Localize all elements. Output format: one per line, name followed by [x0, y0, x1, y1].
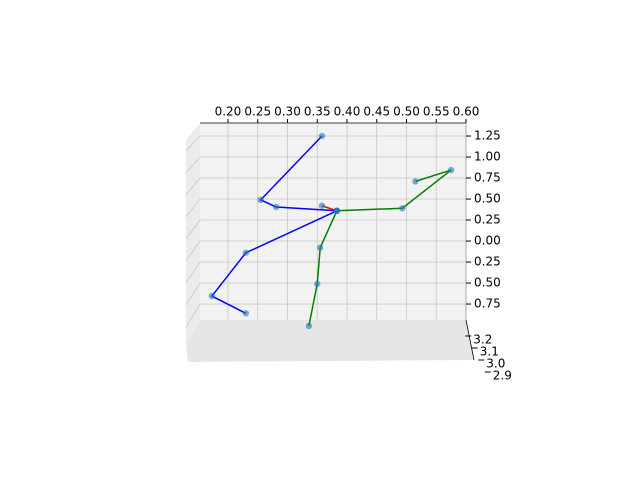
y-tick-label: 0.50 [474, 192, 501, 206]
grid-line [185, 219, 201, 240]
joint-marker [208, 292, 216, 300]
grid-line [185, 177, 201, 196]
z-axis-line [465, 319, 475, 361]
y-tick-label: 1.00 [474, 150, 501, 164]
grid-line [185, 135, 201, 151]
y-tick-label: 0.75 [474, 171, 501, 185]
x-tick-label: 0.60 [453, 105, 480, 119]
y-tick-label: 1.25 [474, 129, 501, 143]
z-tick-label: 3.0 [486, 357, 505, 371]
joint-marker [333, 207, 341, 214]
joint-marker [272, 203, 280, 211]
joint-marker [314, 280, 321, 288]
x-tick-label: 0.55 [423, 105, 450, 119]
joint-marker [399, 205, 406, 212]
z-tick-label: 3.1 [480, 345, 499, 359]
grid-line [185, 198, 201, 218]
bone-line [336, 169, 452, 212]
y-tick-label: 0.75 [474, 297, 501, 311]
bone-line [308, 210, 338, 327]
x-tick-label: 0.20 [215, 105, 242, 119]
joint-marker [318, 132, 326, 140]
joint-marker [447, 166, 455, 174]
floor-pane [186, 320, 474, 362]
y-tick-label: 0.25 [474, 213, 501, 227]
y-tick-label: 0.50 [474, 276, 501, 290]
joint-marker [242, 310, 250, 317]
grid-line [185, 303, 201, 328]
back-pane [200, 123, 466, 320]
y-tick-label: 0.00 [474, 234, 501, 248]
x-tick-label: 0.30 [274, 105, 301, 119]
panes [186, 122, 475, 362]
x-tick-label: 0.35 [304, 105, 331, 119]
grid-line [185, 156, 201, 173]
left-pane [186, 123, 200, 345]
x-tick-label: 0.50 [393, 105, 420, 119]
joint-marker [412, 178, 419, 185]
y-tick-label: 0.25 [474, 255, 501, 269]
x-tick-label: 0.45 [363, 105, 390, 119]
joint-marker [318, 202, 326, 209]
z-tick-label: 2.9 [493, 369, 512, 383]
grid-line [185, 240, 201, 262]
x-tick-label: 0.25 [244, 105, 271, 119]
grid-line [185, 282, 201, 306]
joint-marker [317, 244, 324, 251]
joint-marker [305, 322, 313, 330]
joint-marker [257, 196, 264, 204]
grid-line [185, 261, 201, 284]
x-tick-label: 0.40 [334, 105, 361, 119]
joint-marker [242, 249, 250, 256]
z-tick-label: 3.2 [473, 333, 492, 347]
